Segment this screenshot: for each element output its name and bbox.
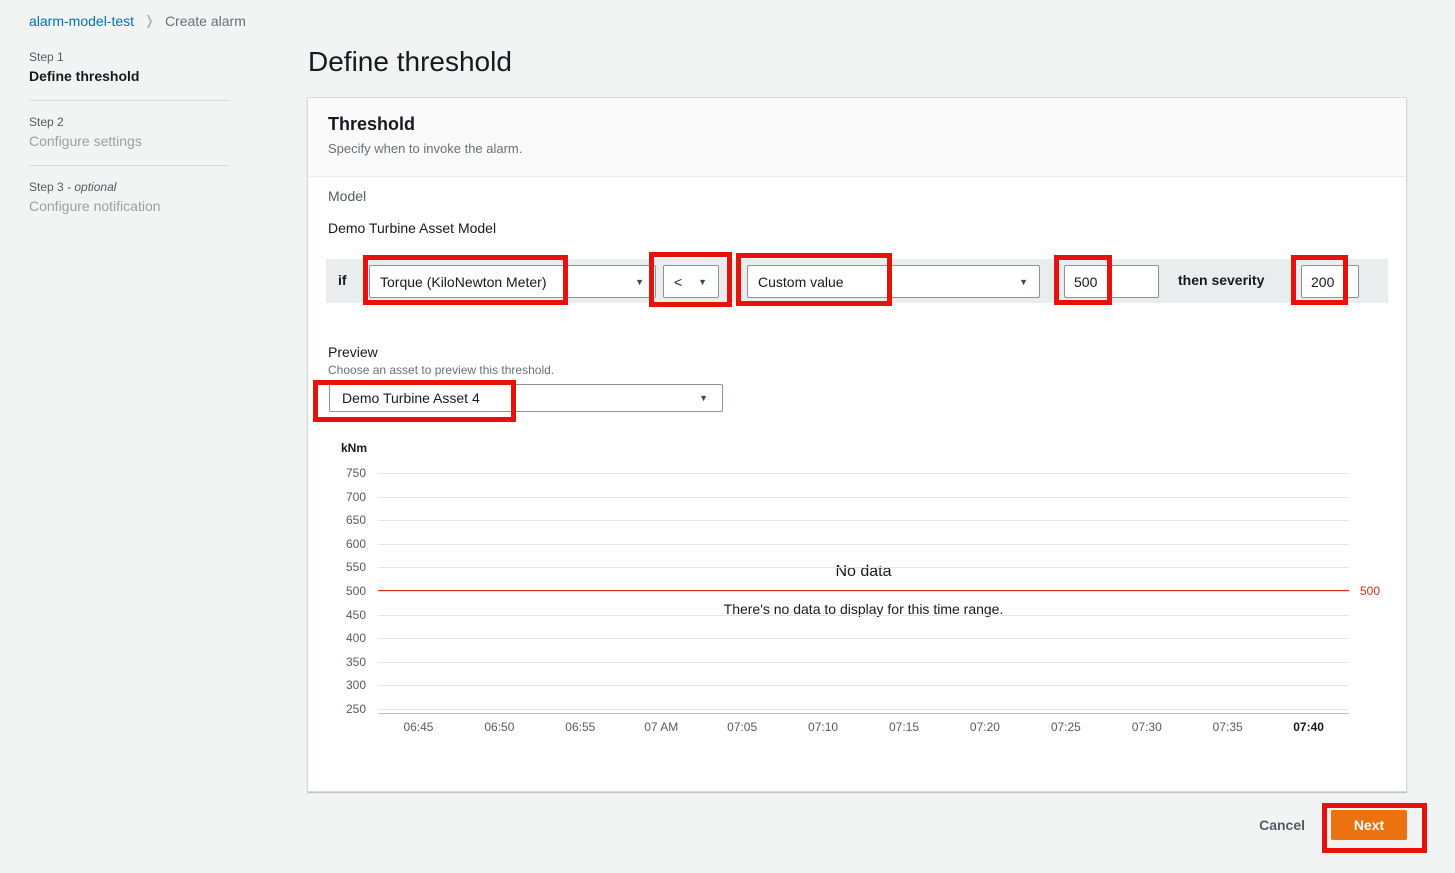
chart-empty-title: No data: [835, 563, 892, 580]
gridline: [378, 496, 1349, 498]
step-1-label: Step 1: [29, 50, 64, 64]
step-3-title[interactable]: Configure notification: [29, 198, 161, 214]
cancel-button[interactable]: Cancel: [1259, 817, 1305, 833]
y-axis-tick-label: 500: [345, 584, 366, 598]
y-axis-tick-label: 700: [345, 489, 366, 504]
severity-value-field: [1301, 265, 1359, 298]
threshold-panel-description: Specify when to invoke the alarm.: [328, 141, 523, 156]
gridline: [378, 543, 1349, 545]
threshold-value-field: [1064, 265, 1159, 298]
condition-expression-row: if Torque (KiloNewton Meter) ▼ < ▼ Custo…: [326, 259, 1388, 303]
breadcrumb-alarm-model-link[interactable]: alarm-model-test: [29, 13, 135, 29]
step-1-title[interactable]: Define threshold: [29, 68, 140, 84]
wizard-steps-nav: Step 1 Define threshold Step 2 Configure…: [29, 50, 229, 214]
x-axis-tick-label: 07:35: [1212, 720, 1243, 734]
threshold-value-label: 500: [1360, 584, 1381, 598]
x-axis-tick-label: 06:55: [565, 720, 596, 734]
gridline: [378, 614, 1349, 616]
gridline: [378, 520, 1349, 522]
y-axis-tick-label: 750: [345, 466, 366, 480]
chart-empty-message: There's no data to display for this time…: [723, 601, 1004, 617]
next-button[interactable]: Next: [1331, 810, 1407, 840]
if-label: if: [338, 272, 347, 288]
chart-plot-area: No data There's no data to display for t…: [346, 466, 1380, 716]
gridline: [378, 661, 1349, 663]
gridline: [378, 685, 1349, 687]
preview-description: Choose an asset to preview this threshol…: [328, 363, 555, 377]
y-axis-tick-label: 650: [345, 513, 366, 528]
preview-asset-select-value: Demo Turbine Asset 4: [342, 390, 480, 406]
gridline: [378, 638, 1349, 640]
x-axis-tick-label: 06:45: [403, 720, 434, 734]
caret-down-icon: ▼: [698, 276, 707, 287]
chart-x-axis-labels: 06:45 06:50 06:55 07 AM 07:05 07:10 07:15 07:20…: [378, 720, 1349, 734]
breadcrumb: alarm-model-test ❯ Create alarm: [29, 13, 246, 29]
model-label: Model: [328, 188, 367, 204]
severity-value-input[interactable]: [1302, 266, 1358, 297]
gridline: [378, 709, 1349, 710]
y-axis-tick-label: 550: [345, 560, 366, 575]
step-3-label: Step 3 - optional: [29, 180, 117, 194]
model-value: Demo Turbine Asset Model: [328, 220, 497, 236]
caret-down-icon: ▼: [699, 393, 708, 403]
threshold-panel: Threshold Specify when to invoke the ala…: [307, 97, 1407, 792]
wizard-actions: Cancel Next: [307, 810, 1407, 840]
chart-unit-label: kNm: [341, 441, 368, 455]
x-axis-tick-label: 07:25: [1050, 720, 1081, 734]
x-axis-tick-label: 07:15: [888, 720, 919, 734]
x-axis-tick-label: 07:05: [727, 720, 758, 734]
step-divider: [29, 165, 229, 166]
step-2-label: Step 2: [29, 115, 64, 129]
gridline: [378, 473, 1349, 474]
property-select[interactable]: Torque (KiloNewton Meter) ▼: [369, 265, 656, 298]
x-axis-tick-label: 06:50: [484, 720, 515, 734]
step-3-optional-suffix: - optional: [67, 180, 117, 194]
breadcrumb-current: Create alarm: [164, 13, 246, 29]
threshold-panel-header: Threshold Specify when to invoke the ala…: [308, 98, 1406, 177]
preview-label: Preview: [328, 344, 378, 360]
gridline: [378, 591, 1349, 592]
caret-down-icon: ▼: [1019, 276, 1028, 287]
y-axis-tick-label: 350: [345, 654, 366, 669]
x-axis-tick-label: 07 AM: [644, 720, 679, 734]
chart-x-axis-line: [378, 713, 1349, 714]
gridline: [378, 567, 1349, 569]
y-axis-tick-label: 400: [345, 631, 366, 646]
value-type-select[interactable]: Custom value ▼: [747, 265, 1040, 298]
step-divider: [29, 100, 229, 101]
then-severity-label: then severity: [1178, 272, 1265, 288]
operator-select-value: <: [674, 273, 683, 290]
value-type-select-value: Custom value: [758, 273, 844, 290]
x-axis-tick-label: 07:40: [1293, 720, 1324, 734]
x-axis-tick-label: 07:20: [969, 720, 1000, 734]
y-axis-tick-label: 450: [345, 607, 366, 622]
x-axis-tick-label: 07:10: [808, 720, 839, 734]
x-axis-tick-label: 07:30: [1131, 720, 1162, 734]
threshold-value-input[interactable]: [1065, 266, 1158, 297]
breadcrumb-chevron-icon: ❯: [145, 13, 154, 28]
y-axis-tick-label: 600: [345, 536, 366, 551]
page-title: Define threshold: [308, 46, 512, 77]
property-select-value: Torque (KiloNewton Meter): [380, 273, 547, 290]
threshold-panel-title: Threshold: [328, 114, 416, 134]
operator-select[interactable]: < ▼: [663, 265, 719, 298]
preview-asset-select[interactable]: Demo Turbine Asset 4 ▼: [329, 384, 723, 412]
y-axis-tick-label: 250: [345, 702, 366, 716]
step-2-title[interactable]: Configure settings: [29, 133, 142, 149]
y-axis-tick-label: 300: [345, 678, 366, 693]
caret-down-icon: ▼: [635, 276, 644, 287]
